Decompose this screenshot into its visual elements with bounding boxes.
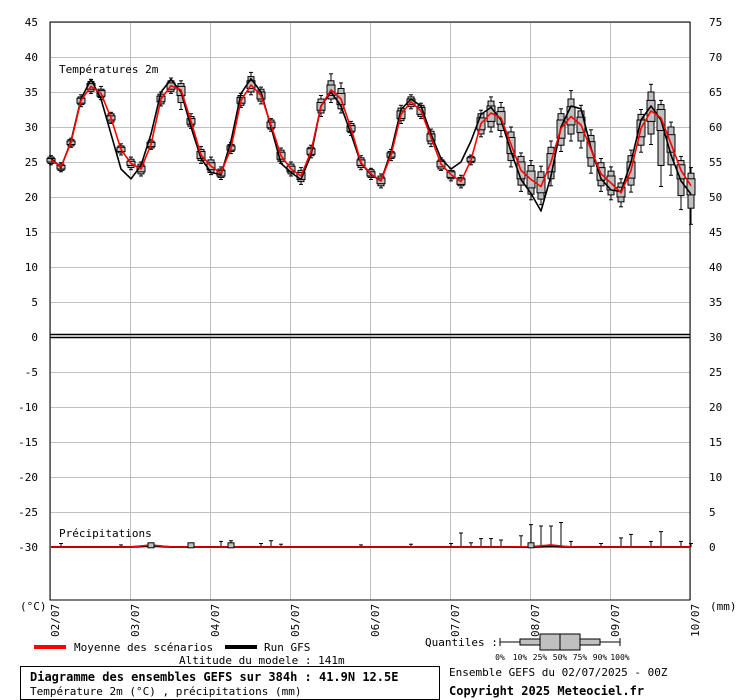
x-tick-label: 03/07 [129,604,142,637]
x-tick-label: 09/07 [609,604,622,637]
y-tick-label-right: 45 [709,226,722,239]
mean-temperature-line [50,84,692,194]
y-tick-label-right: 10 [709,471,722,484]
x-tick-label: 08/07 [529,604,542,637]
quantiles-label: Quantiles : [425,636,498,649]
y-tick-label-left: -25 [18,506,38,519]
x-tick-label: 10/07 [689,604,702,637]
quantile-tick-label: 100% [610,653,629,662]
y-tick-label-right: 65 [709,86,722,99]
y-tick-label-right: 25 [709,366,722,379]
quantile-tick-label: 90% [593,653,608,662]
x-tick-label: 04/07 [209,604,222,637]
y-tick-label-right: 70 [709,51,722,64]
legend-mean-label: Moyenne des scénarios [74,641,213,654]
precip-box [147,542,155,549]
y-tick-label-right: 30 [709,331,722,344]
box-inner [686,178,696,196]
copyright: Copyright 2025 Meteociel.fr [449,684,644,698]
precip-box [227,542,235,549]
quantile-tick-labels: 0% 10% 25% 50% 75% 90% 100% [495,653,630,662]
series-lines [50,77,692,212]
y-tick-label-right: 35 [709,296,722,309]
quantile-tick-label: 10% [513,653,528,662]
y-tick-label-left: -5 [25,366,38,379]
y-tick-label-right: 50 [709,191,722,204]
quantile-tick-label: 50% [553,653,568,662]
quantile-tick-label: 25% [533,653,548,662]
quantile-tick-label: 75% [573,653,588,662]
x-tick-label: 05/07 [289,604,302,637]
precip-box [187,542,195,549]
y-tick-label-left: 40 [25,51,38,64]
altitude-label: Altitude du modele : 141m [179,654,345,667]
y-tick-label-right: 0 [709,541,716,554]
y-tick-label-right: 5 [709,506,716,519]
x-tick-label: 06/07 [369,604,382,637]
y-tick-label-right: 15 [709,436,722,449]
precip-marks [51,522,693,549]
y-axis-left: 45 40 35 30 25 20 15 10 5 0 -5 -10 -15 -20 -25 -30 [18,16,38,554]
y-tick-label-left: 10 [25,261,38,274]
y-tick-label-right: 40 [709,261,722,274]
y-tick-label-left: 15 [25,226,38,239]
left-unit-label: (°C) [20,600,47,613]
plot-frame [49,21,691,601]
y-tick-label-left: -15 [18,436,38,449]
temperature-label: Températures 2m [59,63,159,76]
y-tick-label-left: 30 [25,121,38,134]
y-tick-label-left: -10 [18,401,38,414]
y-tick-label-left: 20 [25,191,38,204]
quantile-legend-box [499,633,621,651]
y-tick-label-left: 35 [25,86,38,99]
right-unit-label: (mm) [710,600,737,613]
x-axis: 02/07 03/07 04/07 05/07 06/07 07/07 08/07 09/07… [49,604,702,637]
y-tick-label-left: 0 [31,331,38,344]
y-tick-label-left: -30 [18,541,38,554]
ensemble-label: Ensemble GEFS du 02/07/2025 - 00Z [449,666,668,679]
y-tick-label-right: 55 [709,156,722,169]
x-tick-label: 07/07 [449,604,462,637]
chart-subtitle: Température 2m (°C) , précipitations (mm… [30,685,302,698]
y-tick-label-left: 5 [31,296,38,309]
mean-precip-line [51,544,691,548]
legend-run-label: Run GFS [264,641,310,654]
precip-box [527,542,535,549]
box-outer [657,104,665,166]
y-tick-label-right: 60 [709,121,722,134]
quantile-tick-label: 0% [495,653,505,662]
y-tick-label-left: 45 [25,16,38,29]
y-tick-label-left: 25 [25,156,38,169]
y-tick-label-right: 20 [709,401,722,414]
chart-title: Diagramme des ensembles GEFS sur 384h : … [30,670,398,684]
y-tick-label-left: -20 [18,471,38,484]
x-tick-label: 02/07 [49,604,62,637]
y-tick-label-right: 75 [709,16,722,29]
precip-label: Précipitations [59,527,152,540]
